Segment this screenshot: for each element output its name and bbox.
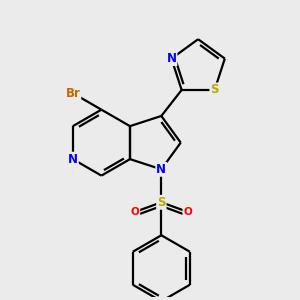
Text: O: O: [130, 207, 140, 217]
Text: S: S: [210, 83, 219, 97]
Text: O: O: [183, 207, 192, 217]
Text: N: N: [156, 163, 166, 176]
Text: Br: Br: [65, 87, 80, 100]
Text: N: N: [167, 52, 176, 65]
Text: S: S: [157, 196, 166, 209]
Text: N: N: [68, 153, 78, 166]
